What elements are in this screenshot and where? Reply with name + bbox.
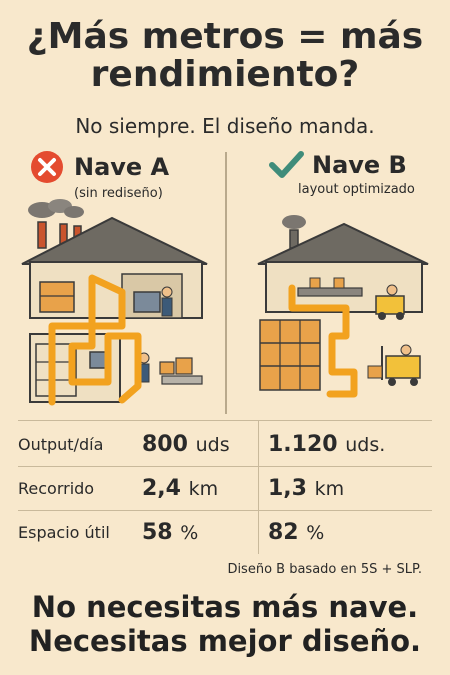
table-divider (18, 466, 432, 467)
table-divider (18, 510, 432, 511)
metric-row-recorrido: Recorrido 2,4 km 1,3 km (18, 468, 432, 508)
closing-line-2: Necesitas mejor diseño. (28, 624, 422, 658)
page-title: ¿Más metros = más rendimiento? (0, 18, 450, 94)
closing-message: No necesitas más nave. Necesitas mejor d… (0, 590, 450, 658)
column-header-a: Nave A (sin rediseño) (30, 150, 169, 201)
column-divider (225, 152, 227, 414)
metric-value-b: 1.120 uds. (268, 431, 386, 457)
warehouse-b-illustration (257, 215, 429, 398)
table-divider (18, 420, 432, 421)
table-column-divider (258, 420, 259, 554)
check-icon (269, 151, 304, 178)
metric-value-b: 1,3 km (268, 475, 345, 501)
metric-value-b: 82 % (268, 519, 325, 545)
metric-row-output: Output/día 800 uds 1.120 uds. (18, 424, 432, 464)
closing-line-1: No necesitas más nave. (31, 590, 419, 624)
metric-label: Recorrido (18, 478, 95, 498)
footnote: Diseño B basado en 5S + SLP. (227, 562, 422, 577)
column-b-name: Nave B (312, 151, 407, 179)
metric-label: Espacio útil (18, 522, 110, 542)
metric-value-a: 800 uds (142, 431, 230, 457)
column-a-subtitle: (sin rediseño) (74, 186, 163, 201)
column-b-subtitle: layout optimizado (298, 182, 415, 197)
cross-icon (31, 151, 63, 183)
column-a-name: Nave A (74, 153, 170, 181)
metric-row-espacio: Espacio útil 58 % 82 % (18, 512, 432, 552)
page-subtitle: No siempre. El diseño manda. (75, 114, 375, 138)
metric-value-a: 58 % (142, 519, 199, 545)
warehouse-a-illustration (21, 199, 208, 406)
column-header-b: Nave B layout optimizado (268, 150, 415, 197)
metric-value-a: 2,4 km (142, 475, 219, 501)
title-line-2: rendimiento? (90, 54, 360, 95)
title-line-1: ¿Más metros = más (26, 16, 424, 57)
metric-label: Output/día (18, 434, 104, 454)
